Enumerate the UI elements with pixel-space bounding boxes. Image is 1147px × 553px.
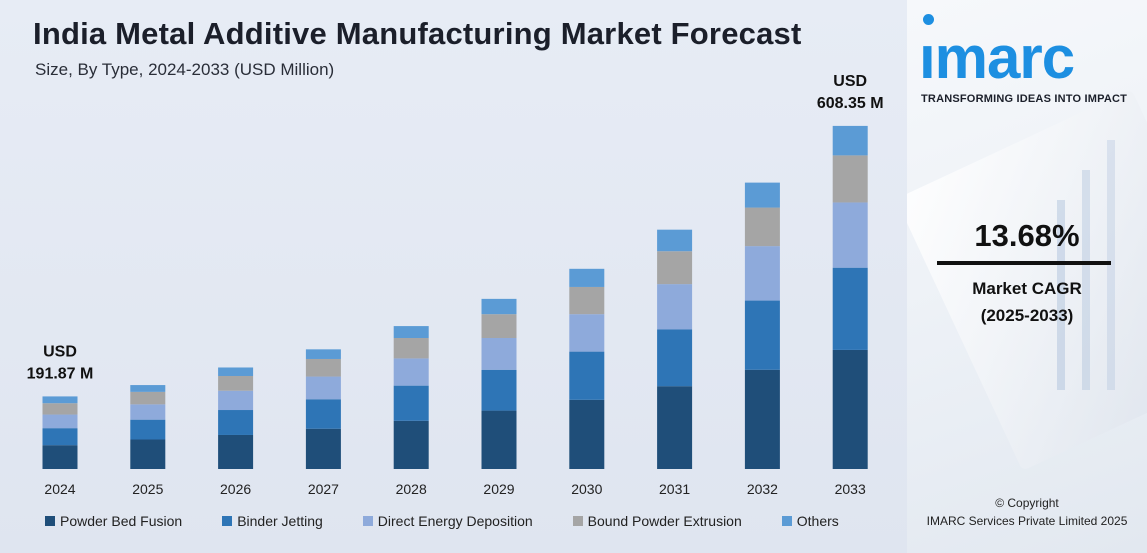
chart-subtitle: Size, By Type, 2024-2033 (USD Million) (35, 60, 335, 79)
bar-segment-2024-binder-jetting (42, 428, 78, 446)
bar-segment-2032-binder-jetting (744, 300, 780, 370)
legend-swatch (362, 516, 373, 526)
bar-segment-2031-binder-jetting (657, 329, 693, 387)
bar-segment-2031-powder-bed-fusion (657, 386, 693, 469)
bar-segment-2025-direct-energy-deposition (130, 404, 166, 420)
cagr-divider (937, 261, 1111, 265)
bar-segment-2027-direct-energy-deposition (305, 376, 341, 400)
bar-segment-2031-others (657, 229, 693, 252)
cagr-label: Market CAGR (972, 279, 1082, 298)
bar-segment-2030-direct-energy-deposition (569, 314, 605, 352)
cagr-value: 13.68% (974, 218, 1080, 253)
bar-segment-2028-binder-jetting (393, 385, 429, 421)
bar-segment-2033-binder-jetting (832, 267, 868, 350)
bar-segment-2032-others (744, 182, 780, 208)
chart-panel: India Metal Additive Manufacturing Marke… (0, 0, 907, 553)
x-tick-label: 2030 (571, 481, 602, 497)
x-tick-label: 2026 (220, 481, 251, 497)
x-tick-label: 2032 (747, 481, 778, 497)
x-tick-label: 2029 (483, 481, 514, 497)
bar-segment-2027-powder-bed-fusion (305, 428, 341, 469)
legend-label: Binder Jetting (237, 513, 323, 529)
total-value-label: USD (833, 73, 867, 90)
background-decoration (1057, 200, 1065, 390)
bar-segment-2029-others (481, 298, 517, 315)
bar-segment-2028-others (393, 326, 429, 338)
background-decoration (1107, 140, 1115, 390)
bar-segment-2024-powder-bed-fusion (42, 445, 78, 469)
bar-segment-2028-direct-energy-deposition (393, 358, 429, 386)
bar-segment-2033-direct-energy-deposition (832, 202, 868, 268)
bar-segment-2032-powder-bed-fusion (744, 369, 780, 469)
legend-label: Bound Powder Extrusion (587, 513, 742, 529)
bar-segment-2027-bound-powder-extrusion (305, 358, 341, 377)
bar-segment-2030-bound-powder-extrusion (569, 286, 605, 315)
x-tick-label: 2027 (308, 481, 339, 497)
chart-legend: Powder Bed Fusion Binder Jetting Direct En… (45, 513, 895, 529)
legend-swatch (781, 516, 792, 526)
bar-segment-2029-binder-jetting (481, 369, 517, 411)
legend-label: Powder Bed Fusion (60, 513, 183, 529)
imarc-logo: ımarc (919, 24, 1075, 91)
bar-segment-2029-powder-bed-fusion (481, 410, 517, 469)
chart-title: India Metal Additive Manufacturing Marke… (33, 16, 802, 51)
bar-segment-2026-binder-jetting (218, 410, 254, 435)
bar-segment-2033-bound-powder-extrusion (832, 155, 868, 203)
bar-segment-2027-others (305, 349, 341, 359)
bar-segment-2024-others (42, 396, 78, 404)
bar-segment-2025-binder-jetting (130, 419, 166, 440)
bar-segment-2026-bound-powder-extrusion (218, 375, 254, 391)
legend-item: Binder Jetting (222, 513, 323, 529)
total-value-label: 608.35 M (817, 95, 884, 112)
brand-tagline: TRANSFORMING IDEAS INTO IMPACT (921, 93, 1128, 105)
bar-segment-2028-bound-powder-extrusion (393, 337, 429, 359)
bar-segment-2025-powder-bed-fusion (130, 439, 166, 469)
x-tick-label: 2031 (659, 481, 690, 497)
bar-segment-2030-powder-bed-fusion (569, 399, 605, 469)
bar-segment-2028-powder-bed-fusion (393, 420, 429, 469)
copyright-company: IMARC Services Private Limited 2025 (926, 514, 1128, 528)
legend-item: Others (781, 513, 839, 529)
side-panel: ımarc TRANSFORMING IDEAS INTO IMPACT 13.… (907, 0, 1147, 553)
bar-segment-2032-direct-energy-deposition (744, 246, 780, 301)
bar-segment-2025-bound-powder-extrusion (130, 391, 166, 405)
x-tick-label: 2024 (44, 481, 75, 497)
bar-segment-2029-direct-energy-deposition (481, 337, 517, 370)
x-tick-label: 2025 (132, 481, 163, 497)
legend-item: Direct Energy Deposition (362, 513, 533, 529)
bar-segment-2033-others (832, 125, 868, 156)
bar-segment-2031-direct-energy-deposition (657, 284, 693, 330)
stacked-bar-chart: 2024 2025 2026 2027 2028 2029 2030 2031 2032 2033… (27, 73, 884, 497)
legend-item: Powder Bed Fusion (45, 513, 182, 529)
legend-swatch (45, 516, 55, 526)
bar-segment-2024-bound-powder-extrusion (42, 403, 78, 415)
bar-segment-2030-others (569, 268, 605, 287)
x-tick-label: 2033 (835, 481, 866, 497)
bar-segment-2030-binder-jetting (569, 351, 605, 400)
total-value-label: USD (43, 343, 77, 360)
copyright-line: © Copyright (995, 496, 1059, 510)
bar-segment-2026-powder-bed-fusion (218, 434, 254, 469)
legend-swatch (222, 516, 233, 526)
bar-segment-2026-direct-energy-deposition (218, 390, 254, 411)
legend-label: Others (796, 513, 839, 529)
bar-segment-2024-direct-energy-deposition (42, 414, 78, 429)
bar-segment-2027-binder-jetting (305, 399, 341, 429)
cagr-period: (2025-2033) (980, 306, 1074, 325)
logo-dot (923, 14, 934, 25)
background-decoration (1082, 170, 1090, 390)
x-tick-label: 2028 (396, 481, 427, 497)
legend-swatch (572, 516, 583, 526)
legend-item: Bound Powder Extrusion (572, 513, 742, 529)
legend-label: Direct Energy Deposition (377, 513, 533, 529)
total-value-label: 191.87 M (27, 365, 94, 382)
bar-segment-2025-others (130, 385, 166, 392)
bar-segment-2029-bound-powder-extrusion (481, 314, 517, 338)
bar-segment-2026-others (218, 367, 254, 376)
bar-segment-2032-bound-powder-extrusion (744, 207, 780, 247)
bar-segment-2031-bound-powder-extrusion (657, 251, 693, 285)
bar-segment-2033-powder-bed-fusion (832, 349, 868, 469)
